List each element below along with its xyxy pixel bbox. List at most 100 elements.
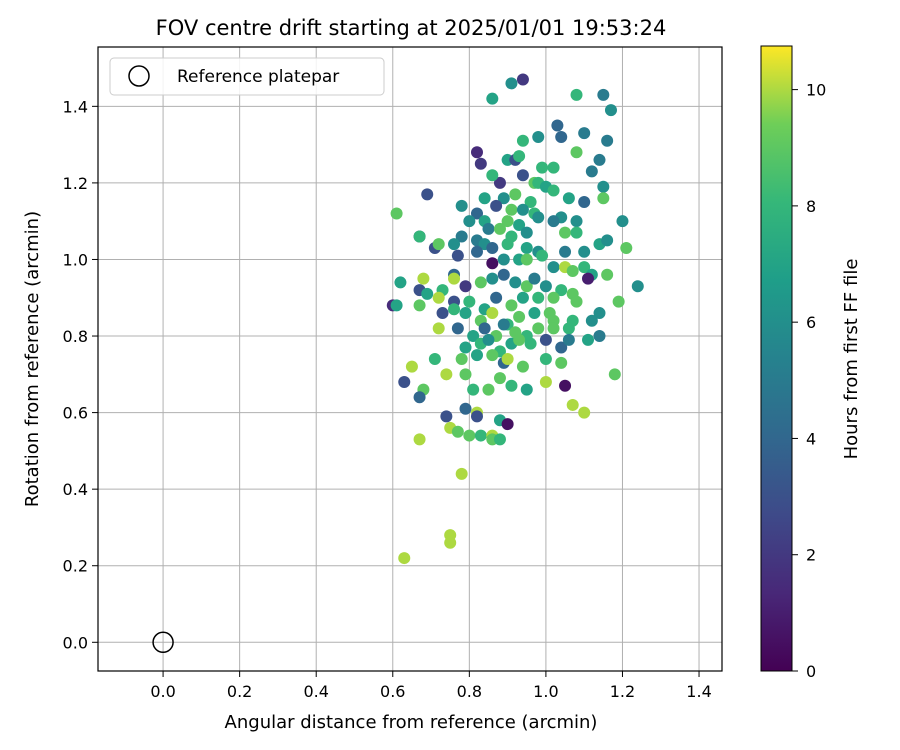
data-point — [528, 307, 541, 320]
data-point — [501, 353, 514, 365]
data-point — [612, 295, 625, 308]
data-point — [547, 215, 560, 228]
data-point — [497, 318, 510, 331]
x-axis-label: Angular distance from reference (arcmin) — [225, 712, 598, 733]
colorbar-ticks: 0 2 4 6 8 10 — [792, 81, 826, 681]
data-point — [555, 284, 568, 297]
data-point — [570, 226, 583, 239]
data-point — [478, 322, 491, 335]
data-point — [474, 157, 487, 170]
data-point — [559, 379, 572, 392]
x-tick-label: 0.6 — [380, 682, 405, 701]
data-point — [451, 425, 464, 438]
colorbar-tick-label: 10 — [806, 81, 826, 100]
data-point — [532, 322, 545, 335]
data-point — [493, 222, 506, 235]
data-point — [470, 207, 483, 220]
data-point — [470, 146, 483, 159]
data-point — [608, 368, 621, 381]
data-point — [440, 410, 453, 423]
data-point — [413, 299, 426, 312]
data-point — [497, 192, 510, 205]
x-tick-label: 0.8 — [457, 682, 482, 701]
data-point — [448, 238, 461, 251]
data-point — [474, 429, 487, 442]
chart-title: FOV centre drift starting at 2025/01/01 … — [156, 16, 667, 40]
data-point — [539, 280, 552, 293]
data-point — [463, 295, 476, 308]
data-point — [593, 153, 606, 166]
data-point — [532, 291, 545, 304]
data-point — [578, 406, 591, 419]
y-tick-label: 0.4 — [63, 480, 88, 499]
data-point — [421, 287, 434, 300]
data-point — [578, 245, 591, 258]
data-point — [570, 88, 583, 101]
data-point — [459, 307, 472, 320]
data-point — [509, 188, 522, 201]
data-point — [463, 429, 476, 442]
data-point — [555, 356, 568, 369]
data-point — [413, 433, 426, 446]
x-tick-label: 0.2 — [227, 682, 252, 701]
data-point — [413, 391, 426, 404]
legend-label: Reference platepar — [177, 67, 339, 87]
data-point — [448, 272, 461, 285]
data-point — [562, 322, 575, 335]
data-point — [451, 322, 464, 335]
data-point — [470, 245, 483, 258]
data-point — [390, 299, 403, 312]
legend-marker-icon — [128, 65, 150, 87]
data-point — [631, 280, 644, 293]
data-point — [432, 322, 445, 335]
x-tick-label: 0.4 — [303, 682, 328, 701]
data-point — [516, 360, 529, 373]
data-point — [539, 353, 552, 365]
y-axis-ticks: 0.0 0.2 0.4 0.6 0.8 1.0 1.2 1.4 — [63, 97, 98, 652]
data-point — [513, 219, 526, 232]
data-point — [505, 299, 518, 312]
data-point — [516, 73, 529, 86]
legend: Reference platepar — [109, 57, 385, 96]
data-point — [566, 264, 579, 277]
data-point — [597, 180, 610, 193]
colorbar: 0 2 4 6 8 10 Hours from first FF file — [760, 45, 862, 681]
data-point — [616, 215, 629, 228]
data-point — [547, 291, 560, 304]
data-point — [516, 169, 529, 182]
data-point — [547, 161, 560, 174]
data-point — [578, 127, 591, 140]
data-point — [413, 230, 426, 243]
data-point — [520, 226, 533, 239]
data-point — [486, 92, 499, 105]
colorbar-gradient — [760, 45, 793, 672]
data-point — [555, 130, 568, 143]
data-point — [501, 238, 514, 251]
data-point — [520, 280, 533, 293]
data-point — [482, 383, 495, 396]
data-point — [520, 241, 533, 254]
data-point — [585, 314, 598, 327]
data-point — [486, 241, 499, 254]
x-tick-label: 1.2 — [610, 682, 635, 701]
x-tick-label: 0.0 — [150, 682, 175, 701]
data-point — [547, 261, 560, 274]
data-point — [493, 433, 506, 446]
data-point — [448, 303, 461, 316]
data-point — [539, 375, 552, 388]
data-point — [585, 165, 598, 178]
data-point — [486, 307, 499, 320]
data-point — [516, 134, 529, 147]
data-point — [593, 307, 606, 320]
data-point — [524, 196, 537, 209]
plot-frame — [97, 46, 723, 672]
data-point — [601, 134, 614, 147]
data-point — [459, 402, 472, 415]
data-point — [459, 368, 472, 381]
legend-box — [109, 57, 385, 96]
data-point — [398, 552, 411, 565]
colorbar-tick-label: 4 — [806, 429, 816, 448]
data-point — [486, 169, 499, 182]
data-point — [532, 130, 545, 143]
